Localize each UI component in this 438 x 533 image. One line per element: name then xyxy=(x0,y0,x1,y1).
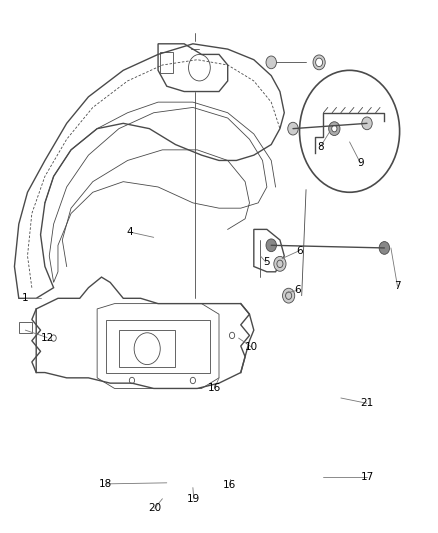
Circle shape xyxy=(274,256,286,271)
Text: 16: 16 xyxy=(223,480,237,490)
Text: 12: 12 xyxy=(40,333,54,343)
Circle shape xyxy=(328,122,340,135)
Text: 16: 16 xyxy=(208,383,221,393)
Circle shape xyxy=(266,239,276,252)
Circle shape xyxy=(266,56,276,69)
Text: 6: 6 xyxy=(296,246,303,256)
Text: 8: 8 xyxy=(317,142,324,152)
Circle shape xyxy=(379,241,390,254)
Text: 19: 19 xyxy=(187,494,200,504)
Text: 10: 10 xyxy=(245,342,258,352)
Circle shape xyxy=(288,122,298,135)
Text: 21: 21 xyxy=(360,398,374,408)
Circle shape xyxy=(362,117,372,130)
Text: 7: 7 xyxy=(394,281,401,291)
Circle shape xyxy=(313,55,325,70)
Text: 1: 1 xyxy=(22,293,28,303)
Text: 5: 5 xyxy=(263,257,269,267)
Circle shape xyxy=(332,125,337,132)
Text: 17: 17 xyxy=(360,472,374,482)
Text: 20: 20 xyxy=(148,503,161,513)
Circle shape xyxy=(316,58,322,67)
Text: 6: 6 xyxy=(294,285,300,295)
Text: 18: 18 xyxy=(99,479,113,489)
Text: 4: 4 xyxy=(127,227,133,237)
Text: 9: 9 xyxy=(357,158,364,168)
Circle shape xyxy=(283,288,295,303)
